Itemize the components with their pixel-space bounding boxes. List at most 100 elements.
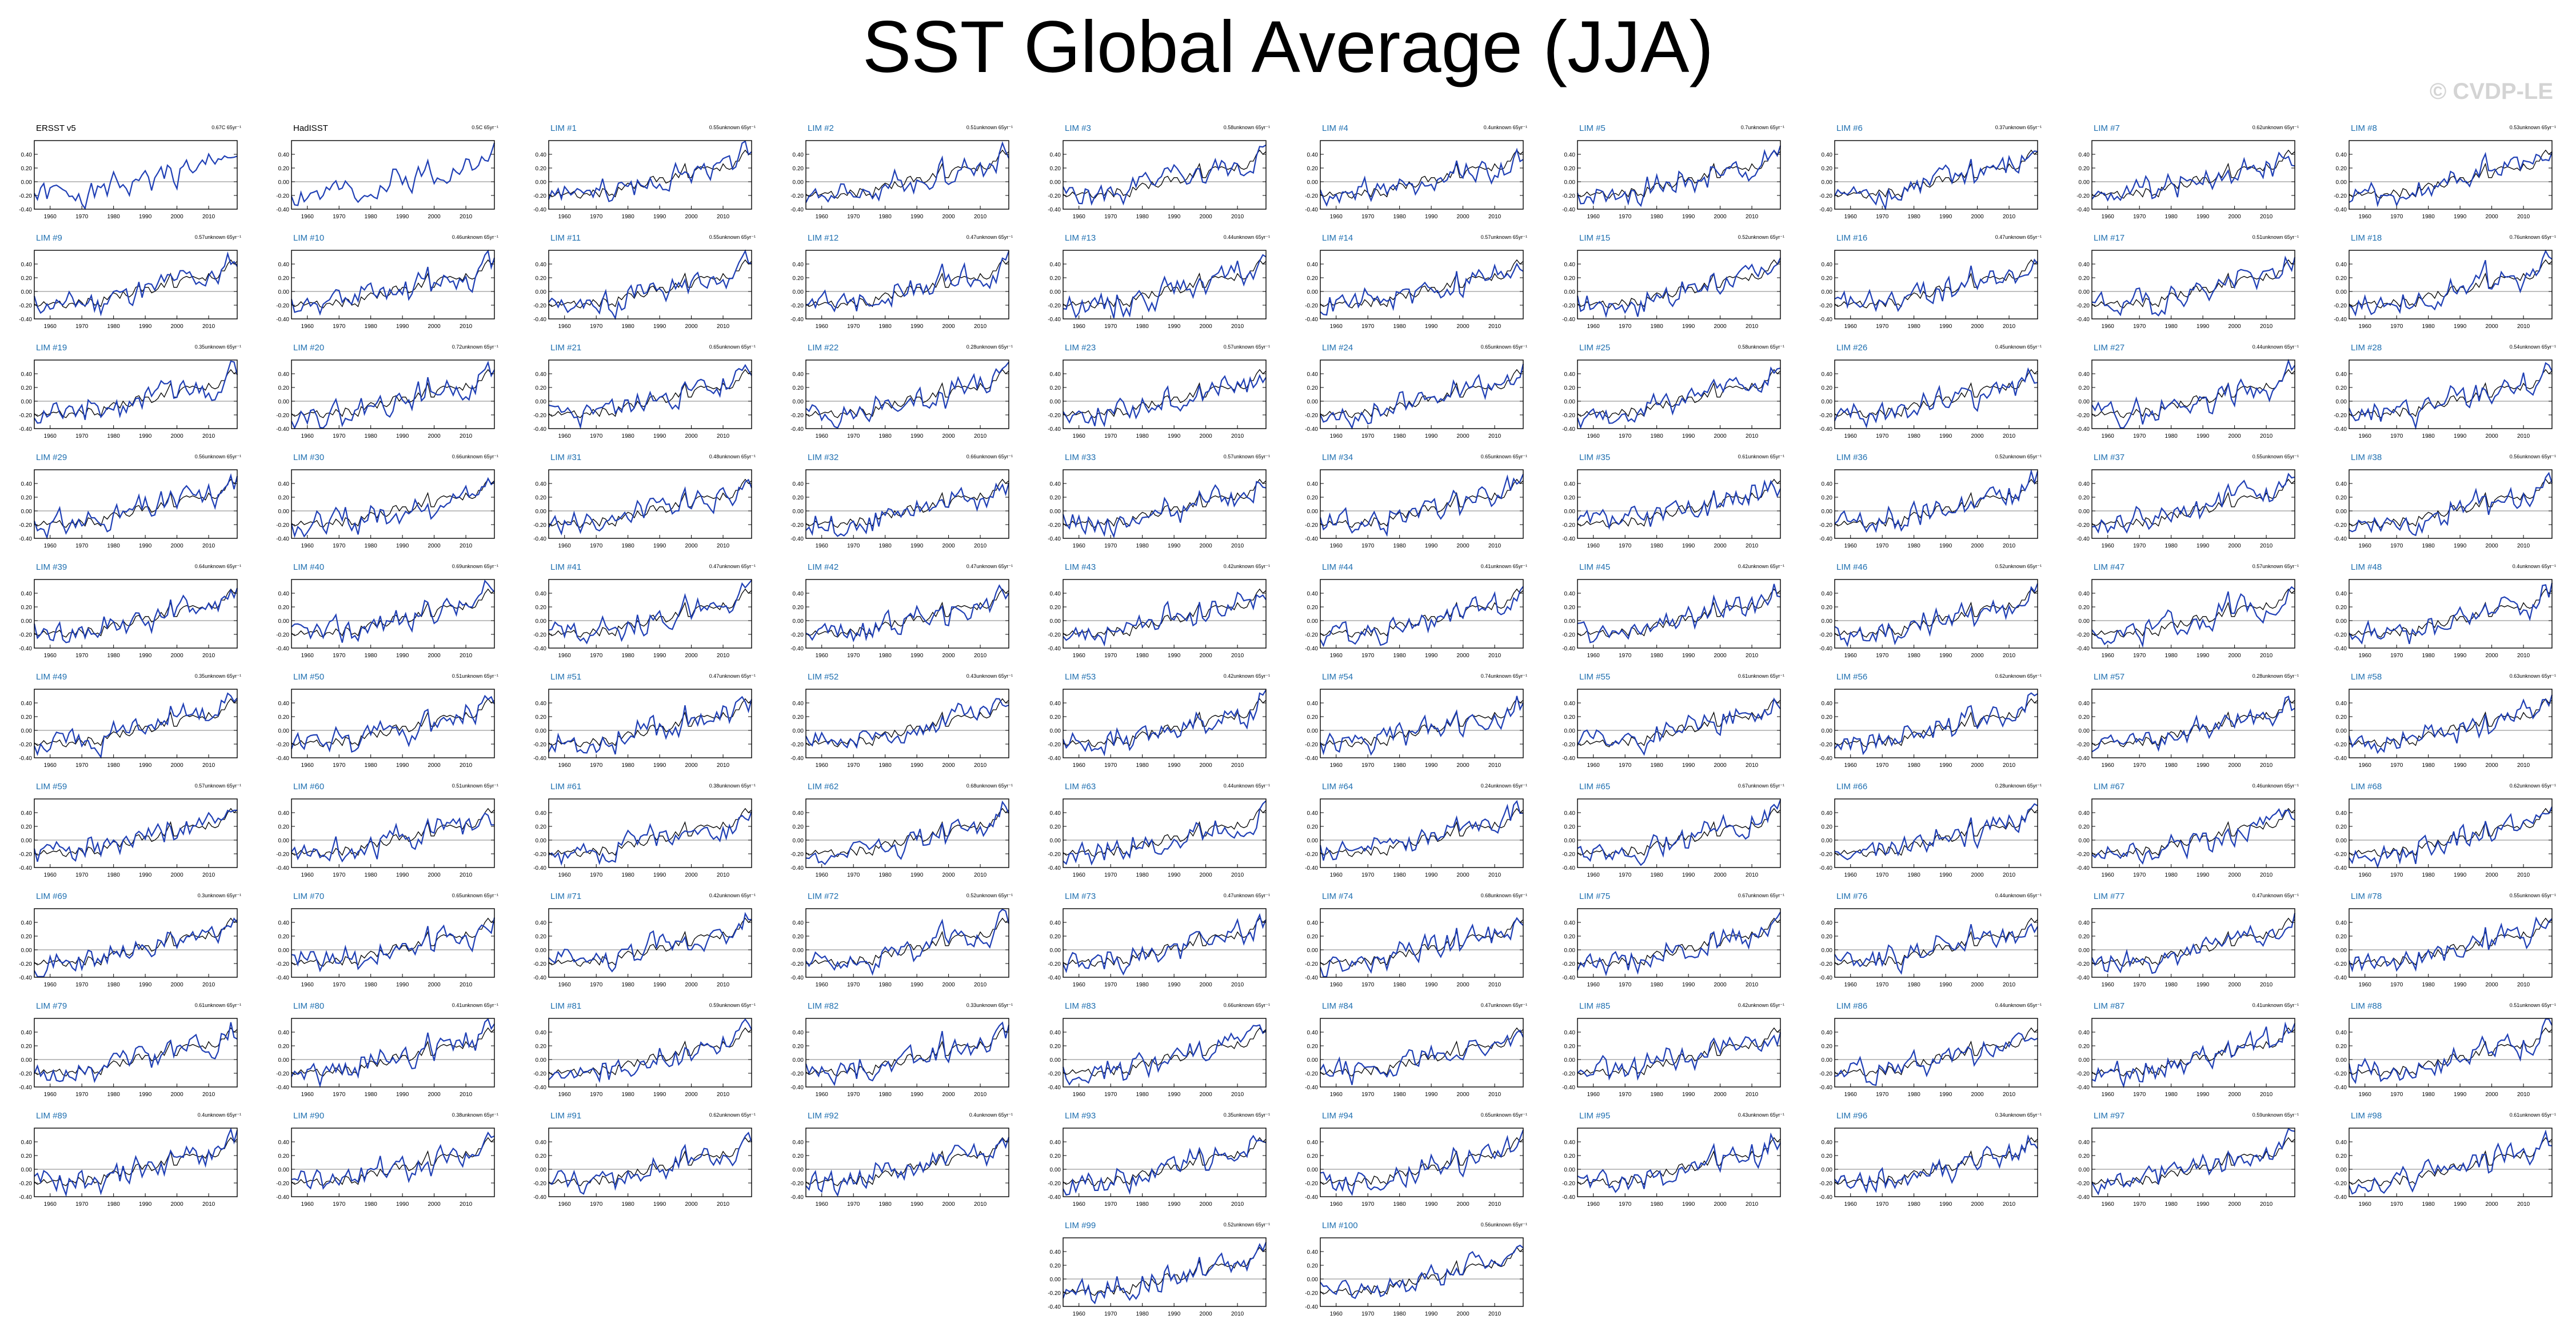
y-tick-label: 0.20 (536, 1044, 547, 1050)
x-tick-label: 1970 (847, 872, 860, 878)
x-tick-label: 2000 (1971, 872, 1984, 878)
lim-series-line (291, 1018, 495, 1088)
x-tick-label: 2010 (717, 1201, 730, 1208)
panel-lim-51: LIM #51 0.47unknown 65yr⁻¹ 0.40 0.20 0.00 -0.… (519, 672, 759, 781)
y-tick-label: 0.00 (1822, 838, 1833, 844)
panel-lim-20: LIM #20 0.72unknown 65yr⁻¹ 0.40 0.20 0.00 -0.… (262, 343, 502, 451)
y-tick-label: 0.20 (1822, 1044, 1833, 1050)
plot-frame (1063, 1128, 1267, 1197)
observed-series-line (2091, 259, 2295, 309)
x-tick-label: 1970 (1876, 214, 1889, 220)
lim-series-line (2349, 471, 2553, 537)
y-tick-label: 0.20 (2079, 714, 2090, 721)
panel-trend-label: 0.42unknown 65yr⁻¹ (709, 893, 756, 898)
y-tick-label: -0.40 (790, 207, 804, 213)
y-tick-label: 0.40 (1307, 810, 1319, 817)
x-tick-label: 2000 (1714, 762, 1727, 769)
plot-frame (805, 469, 1009, 539)
lim-series-line (2349, 806, 2553, 869)
observed-series-line (2091, 369, 2295, 418)
panel-lim-93: LIM #93 0.35unknown 65yr⁻¹ 0.40 0.20 0.00 -0.… (1033, 1111, 1273, 1220)
y-tick-label: 0.40 (1822, 920, 1833, 926)
x-tick-label: 1970 (1104, 433, 1117, 439)
x-tick-label: 1980 (1136, 762, 1149, 769)
x-tick-label: 1960 (816, 982, 829, 988)
panel-lim-23: LIM #23 0.57unknown 65yr⁻¹ 0.40 0.20 0.00 -0.… (1033, 343, 1273, 451)
x-tick-label: 1970 (1619, 1092, 1632, 1098)
panel-lim-30: LIM #30 0.66unknown 65yr⁻¹ 0.40 0.20 0.00 -0.… (262, 453, 502, 561)
y-tick-label: -0.20 (1305, 193, 1318, 199)
x-tick-label: 1990 (1939, 762, 1952, 769)
x-tick-label: 1990 (1168, 872, 1181, 878)
plot-frame (2091, 908, 2295, 978)
x-tick-label: 1990 (2196, 1201, 2210, 1208)
x-tick-label: 1990 (1425, 1201, 1438, 1208)
x-tick-label: 2010 (2260, 323, 2273, 330)
observed-series-line (1320, 917, 1524, 967)
panel-lim-68: LIM #68 0.62unknown 65yr⁻¹ 0.40 0.20 0.00 -0.… (2319, 782, 2559, 890)
x-tick-label: 1980 (622, 1092, 635, 1098)
x-tick-label: 1960 (816, 214, 829, 220)
x-tick-label: 1980 (879, 1092, 892, 1098)
lim-series-line (1577, 697, 1781, 756)
x-tick-label: 2010 (2517, 323, 2530, 330)
lim-series-line (1834, 923, 2038, 975)
y-tick-label: 0.00 (1822, 948, 1833, 954)
panel-lim-39: LIM #39 0.64unknown 65yr⁻¹ 0.40 0.20 0.00 -0.… (5, 562, 245, 671)
x-tick-label: 1980 (365, 762, 378, 769)
x-tick-label: 2010 (1746, 433, 1759, 439)
y-tick-label: -0.40 (2334, 317, 2347, 323)
x-tick-label: 2010 (1231, 1201, 1244, 1208)
x-tick-label: 1990 (1939, 543, 1952, 549)
plot-frame (2349, 689, 2553, 758)
x-tick-label: 2000 (942, 653, 955, 659)
x-tick-label: 2000 (1456, 872, 1469, 878)
y-tick-label: 0.00 (1822, 289, 1833, 295)
y-tick-label: 0.40 (793, 1030, 804, 1036)
plot-frame (2091, 469, 2295, 539)
observed-series-line (2349, 369, 2553, 418)
y-tick-label: 0.00 (1307, 1057, 1319, 1064)
x-tick-label: 1970 (1876, 982, 1889, 988)
y-tick-label: 0.40 (1564, 1140, 1576, 1146)
y-tick-label: 0.20 (793, 1044, 804, 1050)
y-tick-label: 0.00 (1822, 618, 1833, 625)
x-tick-label: 1970 (590, 762, 603, 769)
observed-series-line (1063, 808, 1267, 857)
observed-series-line (1063, 1027, 1267, 1077)
x-tick-label: 1960 (301, 214, 314, 220)
x-tick-label: 1970 (2133, 323, 2146, 330)
observed-series-line (548, 478, 752, 528)
x-tick-label: 2010 (460, 1201, 473, 1208)
panel-trend-label: 0.61unknown 65yr⁻¹ (2509, 1112, 2556, 1118)
x-tick-label: 1970 (590, 1092, 603, 1098)
x-tick-label: 2000 (1199, 1311, 1212, 1317)
panel-trend-label: 0.44unknown 65yr⁻¹ (2252, 344, 2299, 350)
x-tick-label: 2010 (1746, 214, 1759, 220)
x-tick-label: 1970 (2390, 323, 2403, 330)
x-tick-label: 1960 (1073, 1092, 1086, 1098)
y-tick-label: -0.40 (1048, 646, 1061, 652)
x-tick-label: 2010 (202, 214, 215, 220)
y-tick-label: -0.20 (276, 303, 289, 309)
x-tick-label: 1990 (2196, 653, 2210, 659)
x-tick-label: 1980 (107, 872, 121, 878)
x-tick-label: 1990 (653, 543, 666, 549)
y-tick-label: -0.40 (276, 1194, 289, 1201)
x-tick-label: 1960 (2102, 323, 2115, 330)
y-tick-label: -0.40 (2334, 756, 2347, 762)
x-tick-label: 2000 (685, 1092, 698, 1098)
observed-series-line (1577, 369, 1781, 418)
panel-trend-label: 0.67unknown 65yr⁻¹ (1738, 783, 1784, 789)
observed-series-line (805, 259, 1009, 309)
plot-frame (2349, 140, 2553, 210)
x-tick-label: 2000 (170, 1092, 183, 1098)
y-tick-label: 0.40 (2079, 591, 2090, 597)
y-tick-label: -0.20 (1048, 632, 1061, 638)
panel-lim-45: LIM #45 0.42unknown 65yr⁻¹ 0.40 0.20 0.00 -0.… (1548, 562, 1788, 671)
panel-title: LIM #75 (1579, 892, 1611, 901)
